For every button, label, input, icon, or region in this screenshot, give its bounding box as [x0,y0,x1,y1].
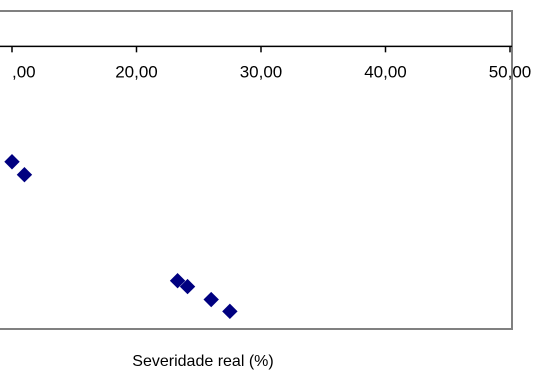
x-axis-ticks [11,46,511,53]
data-point [4,154,20,170]
x-tick-label: ,00 [12,62,36,81]
data-points [4,154,238,320]
plot-area-border [0,10,513,330]
x-tick-label: 40,00 [364,62,407,81]
x-tick-label: 50,00 [489,62,532,81]
data-point [16,167,33,183]
data-point [203,291,219,308]
x-tick-label: 30,00 [240,62,283,81]
data-point [169,273,186,289]
x-axis-title: Severidade real (%) [132,353,273,370]
data-point [222,303,238,320]
x-axis-tick-labels: ,00 20,00 30,00 40,00 50,00 [12,62,531,81]
x-tick-label: 20,00 [115,62,158,81]
data-point [179,278,196,295]
